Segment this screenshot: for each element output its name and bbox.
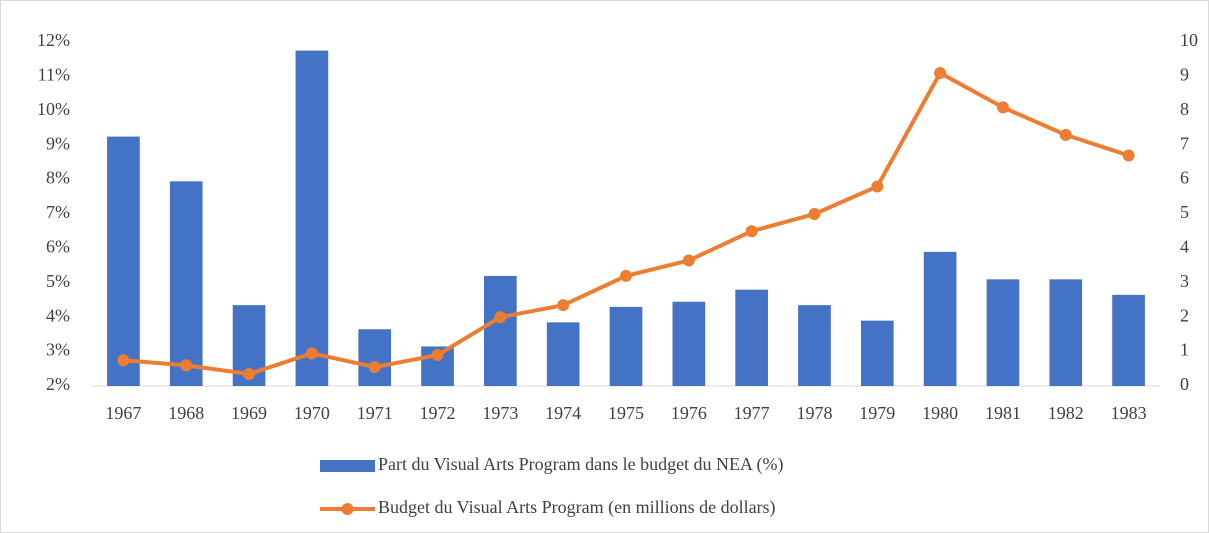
bar <box>1112 294 1145 386</box>
y2-tick-label: 10 <box>1180 30 1198 50</box>
bar <box>107 136 140 386</box>
line-marker <box>305 347 318 360</box>
bar <box>609 306 643 386</box>
y-tick-label: 4% <box>46 305 70 325</box>
x-tick-label: 1973 <box>482 403 518 423</box>
line-marker <box>243 367 256 380</box>
line-marker <box>431 349 444 362</box>
legend-marker <box>341 503 354 515</box>
y-tick-label: 2% <box>46 374 70 394</box>
x-tick-label: 1980 <box>922 403 958 423</box>
x-tick-label: 1967 <box>105 403 141 423</box>
bar <box>798 305 831 386</box>
y2-tick-label: 4 <box>1180 237 1189 257</box>
x-tick-label: 1976 <box>671 403 707 423</box>
x-tick-label: 1981 <box>985 403 1021 423</box>
y-tick-label: 9% <box>46 133 70 153</box>
bar <box>169 181 203 386</box>
bar <box>484 275 517 386</box>
bar <box>672 301 706 386</box>
y2-tick-label: 3 <box>1180 271 1189 291</box>
y2-tick-label: 7 <box>1180 133 1189 153</box>
y-tick-label: 3% <box>46 340 70 360</box>
line-marker <box>368 361 381 374</box>
x-tick-label: 1978 <box>796 403 832 423</box>
x-tick-label: 1982 <box>1048 403 1084 423</box>
legend-label: Budget du Visual Arts Program (en millio… <box>378 497 776 518</box>
y2-tick-label: 1 <box>1180 340 1189 360</box>
line-marker <box>871 180 884 193</box>
line-marker <box>996 101 1009 114</box>
line-marker <box>745 225 758 238</box>
line-marker <box>934 66 947 79</box>
line-marker <box>117 354 130 367</box>
bar <box>358 329 392 386</box>
line-marker <box>557 299 570 312</box>
line-marker <box>808 208 821 220</box>
line-marker <box>620 269 632 282</box>
bar <box>1049 279 1083 386</box>
legend-label: Part du Visual Arts Program dans le budg… <box>378 454 784 475</box>
y-tick-label: 12% <box>37 30 70 50</box>
y2-tick-label: 6 <box>1180 168 1189 188</box>
y-tick-label: 8% <box>46 168 70 188</box>
x-tick-label: 1972 <box>420 403 456 423</box>
bar <box>546 322 580 386</box>
line-marker <box>1122 149 1135 162</box>
line-marker <box>1059 128 1072 141</box>
y-tick-label: 6% <box>46 237 70 257</box>
y-tick-label: 11% <box>38 65 70 85</box>
y-tick-label: 10% <box>37 99 70 119</box>
bar <box>986 279 1020 386</box>
x-tick-label: 1979 <box>859 403 895 423</box>
x-tick-label: 1975 <box>608 403 644 423</box>
x-tick-label: 1977 <box>734 403 770 423</box>
y-tick-label: 7% <box>46 202 70 222</box>
y2-tick-label: 9 <box>1180 65 1189 85</box>
x-tick-label: 1968 <box>168 403 204 423</box>
line-marker <box>682 254 695 267</box>
line-marker <box>494 311 507 324</box>
x-tick-label: 1974 <box>545 403 581 423</box>
bar <box>923 251 957 386</box>
y-tick-label: 5% <box>46 271 70 291</box>
legend-swatch <box>320 460 375 472</box>
x-tick-label: 1971 <box>357 403 393 423</box>
x-tick-label: 1970 <box>294 403 330 423</box>
y2-tick-label: 0 <box>1180 374 1189 394</box>
line-marker <box>180 359 193 372</box>
bar <box>735 289 768 386</box>
y2-tick-label: 5 <box>1180 202 1189 222</box>
x-tick-label: 1969 <box>231 403 267 423</box>
bar <box>860 320 894 386</box>
x-tick-label: 1983 <box>1111 403 1147 423</box>
bar <box>295 50 329 386</box>
y2-tick-label: 8 <box>1180 99 1189 119</box>
y2-tick-label: 2 <box>1180 305 1189 325</box>
